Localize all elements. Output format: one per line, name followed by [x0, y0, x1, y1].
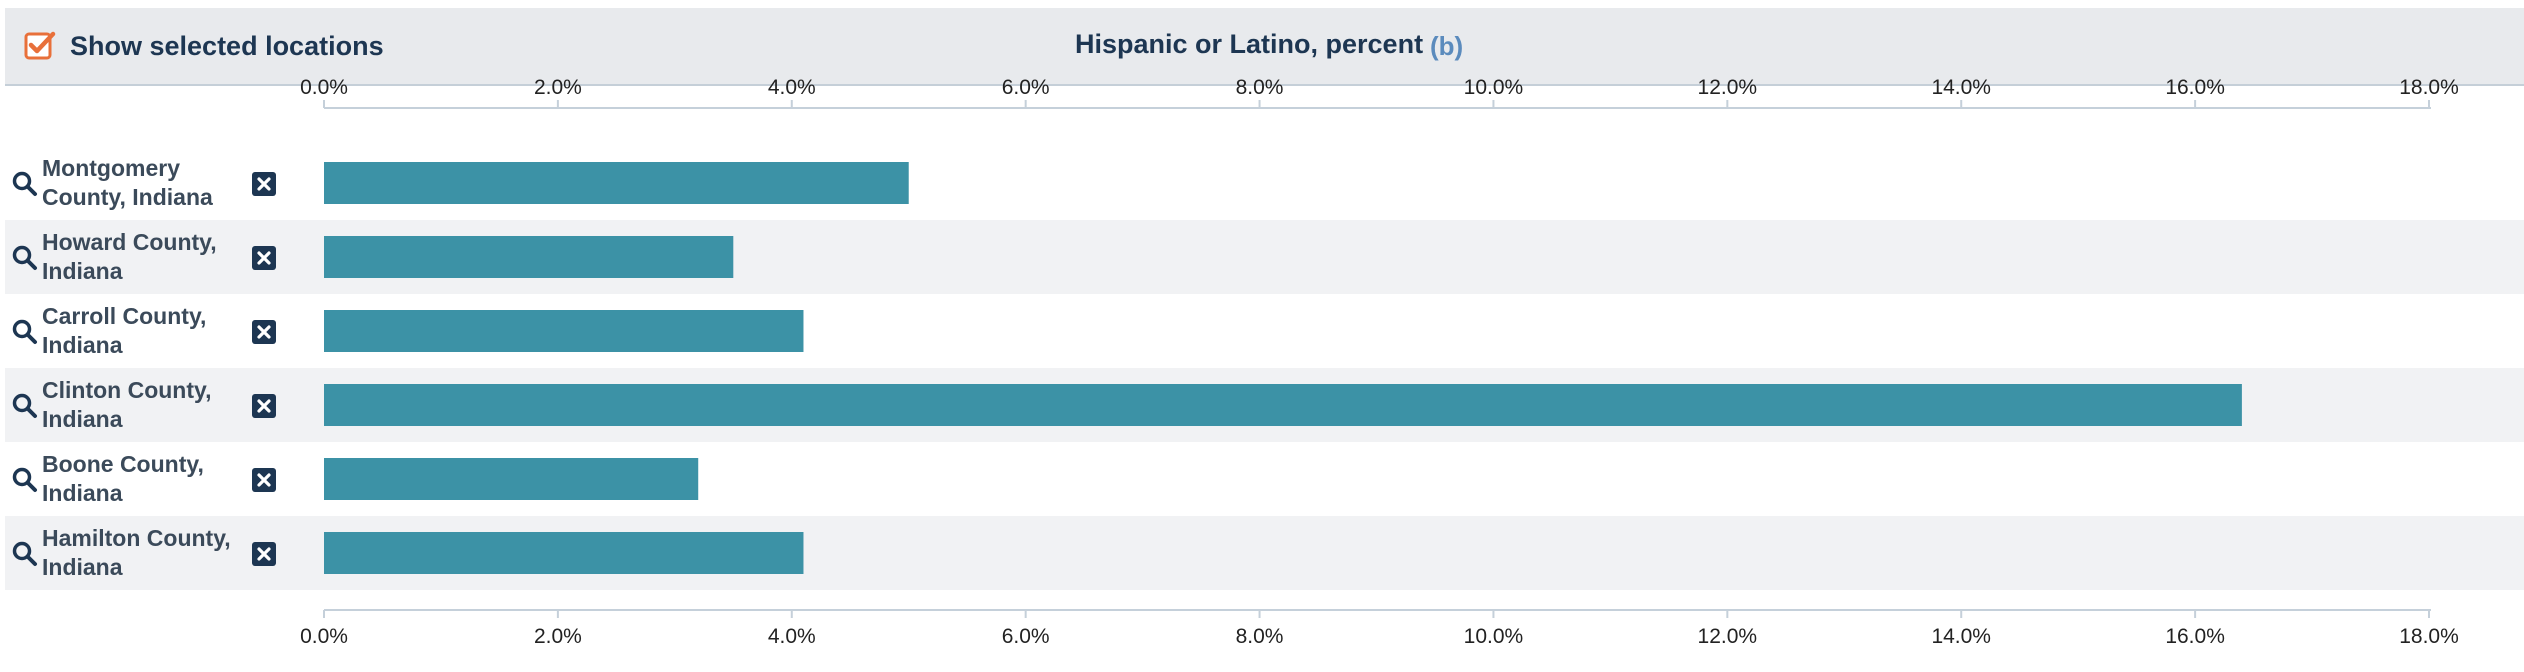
tick-label: 18.0% — [2399, 625, 2459, 648]
tick-label: 0.0% — [300, 76, 348, 99]
title-footnote-link[interactable]: (b) — [1430, 31, 1464, 61]
location-name[interactable]: Boone County, Indiana — [42, 451, 204, 506]
location-name[interactable]: Hamilton County, Indiana — [42, 525, 231, 580]
close-box-icon[interactable] — [252, 246, 276, 270]
bar[interactable] — [324, 458, 699, 500]
tick-label: 18.0% — [2399, 76, 2459, 99]
tick-label: 6.0% — [1002, 76, 1050, 99]
search-icon[interactable] — [12, 467, 38, 493]
search-icon[interactable] — [12, 171, 38, 197]
tick-label: 0.0% — [300, 625, 348, 648]
bar[interactable] — [324, 532, 804, 574]
tick-label: 8.0% — [1236, 625, 1284, 648]
checkbox-checked-icon — [24, 31, 56, 60]
tick-label: 4.0% — [768, 76, 816, 99]
chart-title: Hispanic or Latino, percent — [1075, 29, 1424, 59]
bar[interactable] — [324, 162, 909, 204]
tick-label: 14.0% — [1931, 625, 1991, 648]
close-box-icon[interactable] — [252, 468, 276, 492]
tick-label: 12.0% — [1698, 625, 1758, 648]
close-box-icon[interactable] — [252, 394, 276, 418]
tick-label: 12.0% — [1698, 76, 1758, 99]
close-box-icon[interactable] — [252, 542, 276, 566]
bar[interactable] — [324, 384, 2242, 426]
show-selected-label[interactable]: Show selected locations — [70, 31, 384, 61]
search-icon[interactable] — [12, 541, 38, 567]
tick-label: 16.0% — [2165, 625, 2225, 648]
tick-label: 4.0% — [768, 625, 816, 648]
tick-label: 10.0% — [1464, 76, 1524, 99]
location-name[interactable]: Montgomery County, Indiana — [42, 155, 213, 210]
close-box-icon[interactable] — [252, 320, 276, 344]
tick-label: 14.0% — [1931, 76, 1991, 99]
tick-label: 6.0% — [1002, 625, 1050, 648]
bar[interactable] — [324, 236, 734, 278]
close-box-icon[interactable] — [252, 172, 276, 196]
show-selected-checkbox[interactable] — [24, 30, 56, 62]
search-icon[interactable] — [12, 319, 38, 345]
bar[interactable] — [324, 310, 804, 352]
tick-label: 2.0% — [534, 625, 582, 648]
tick-label: 10.0% — [1464, 625, 1524, 648]
tick-label: 8.0% — [1236, 76, 1284, 99]
location-name[interactable]: Howard County, Indiana — [42, 229, 217, 284]
chart-header: Show selected locations Hispanic or Lati… — [5, 8, 2524, 86]
location-name[interactable]: Carroll County, Indiana — [42, 303, 207, 358]
search-icon[interactable] — [12, 393, 38, 419]
search-icon[interactable] — [12, 245, 38, 271]
tick-label: 2.0% — [534, 76, 582, 99]
tick-label: 16.0% — [2165, 76, 2225, 99]
location-name[interactable]: Clinton County, Indiana — [42, 377, 212, 432]
